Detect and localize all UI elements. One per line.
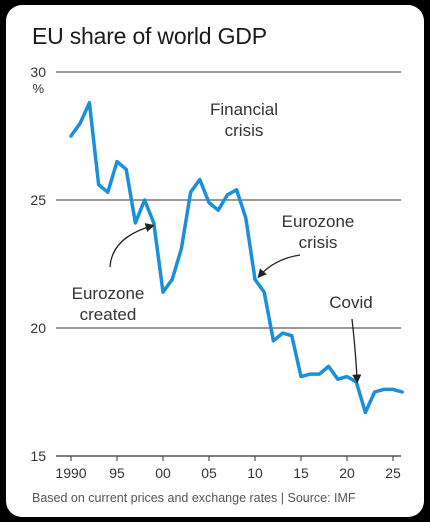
source-note: Based on current prices and exchange rat… (32, 491, 356, 505)
x-tick-label: 20 (339, 465, 355, 481)
series-line (69, 100, 404, 415)
x-tick-label: 95 (109, 465, 125, 481)
x-tick-label: 00 (155, 465, 171, 481)
annotation-arrow (109, 223, 155, 268)
y-tick-label: 25 (30, 192, 46, 208)
annotation-label: Covid (329, 293, 372, 312)
line-chart: 30 25 20 15 % 1990 95 00 05 10 15 20 25 Financial c… (30, 64, 404, 481)
y-tick-labels: 30 25 20 15 (30, 64, 46, 464)
annotation-arrow (257, 254, 301, 279)
x-tick-label: 10 (247, 465, 263, 481)
x-tick-label: 25 (385, 465, 401, 481)
annotation-label: Financial crisis (210, 100, 278, 140)
annotation-label: Eurozone crisis (282, 212, 355, 252)
y-tick-label: 20 (30, 320, 46, 336)
annotation-arrow (351, 318, 362, 384)
annotation-label: Eurozone created (72, 284, 145, 324)
y-tick-label: 15 (30, 448, 46, 464)
y-tick-label: 30 (30, 64, 46, 80)
chart-card: EU share of world GDP 30 25 20 15 % 1990 95 0… (6, 5, 424, 517)
gridlines (56, 71, 401, 457)
annotations: Financial crisis Eurozone crisis Eurozone cre… (72, 100, 373, 384)
x-tick-labels: 1990 95 00 05 10 15 20 25 (55, 456, 401, 481)
x-tick-label: 15 (293, 465, 309, 481)
chart-title: EU share of world GDP (32, 23, 267, 49)
x-tick-label: 1990 (55, 465, 86, 481)
x-tick-label: 05 (201, 465, 217, 481)
y-unit-label: % (32, 81, 44, 96)
